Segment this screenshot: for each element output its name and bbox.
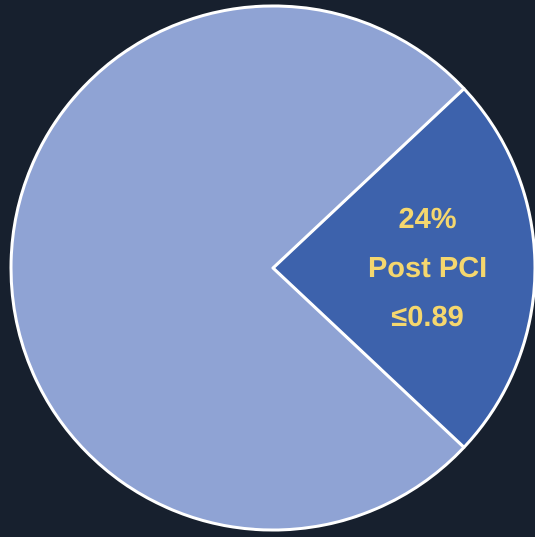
- pie-slice: [271, 87, 535, 449]
- slice-label: 24% Post PCI ≤0.89: [343, 195, 513, 342]
- pie-slice: [9, 4, 466, 532]
- category-label: Post PCI ≤0.89: [367, 251, 488, 333]
- value-label: 24%: [398, 202, 457, 235]
